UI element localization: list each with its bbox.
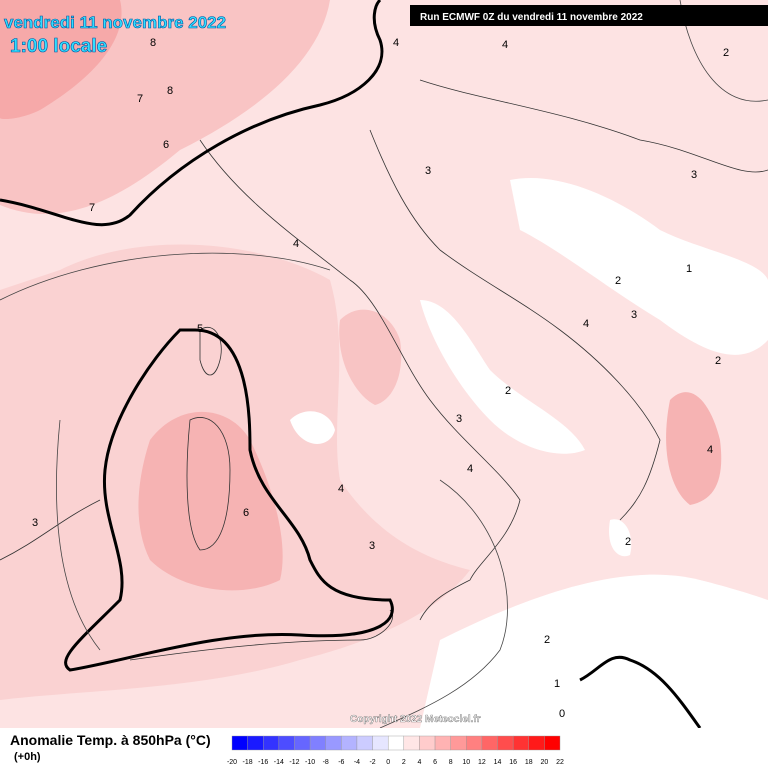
warm-area: [138, 411, 283, 591]
contour-label: 4: [707, 444, 713, 456]
contour-label: 3: [631, 309, 637, 321]
colorbar-tick-label: 6: [433, 759, 437, 766]
cool-area: [510, 178, 768, 355]
contour-label: 7: [137, 93, 143, 105]
contour-label: 0: [559, 708, 565, 720]
colorbar-cell: [434, 735, 451, 751]
map-time: 1:00 locale: [10, 36, 107, 57]
contour-label: 2: [544, 634, 550, 646]
contour-label: 5: [197, 323, 203, 335]
colorbar-cell: [387, 735, 405, 751]
colorbar-cell: [294, 735, 311, 751]
colorbar-tick-label: -16: [258, 759, 268, 766]
colorbar-tick-label: -4: [354, 759, 360, 766]
colorbar-tick-label: -20: [227, 759, 237, 766]
contour-label: 2: [715, 355, 721, 367]
contour-label: 3: [691, 169, 697, 181]
colorbar-tick-label: 0: [386, 759, 390, 766]
colorbar-tick-label: 22: [556, 759, 564, 766]
contour-label: 1: [554, 678, 560, 690]
colorbar-tick-label: -8: [323, 759, 329, 766]
contour-label: 4: [293, 238, 299, 250]
colorbar-cell: [372, 735, 389, 751]
contour-label: 2: [615, 275, 621, 287]
contour-label: 4: [338, 483, 344, 495]
contour-label: 4: [583, 318, 589, 330]
colorbar-cell: [450, 735, 467, 751]
colorbar-cell: [356, 735, 373, 751]
colorbar-cell: [263, 735, 280, 751]
colorbar-cell: [247, 735, 264, 751]
zero-anomaly-contours: [0, 0, 702, 729]
run-label: Run ECMWF 0Z du vendredi 11 novembre 202…: [420, 12, 643, 23]
colorbar-tick-label: 12: [478, 759, 486, 766]
contour-label: 3: [32, 517, 38, 529]
colorbar-tick-label: 20: [540, 759, 548, 766]
contour-label: 1: [686, 263, 692, 275]
contour-label: 4: [467, 463, 473, 475]
colorbar-cell: [481, 735, 498, 751]
colorbar-cell: [497, 735, 514, 751]
colorbar-cell: [528, 735, 545, 751]
colorbar-tick-label: -2: [369, 759, 375, 766]
colorbar-cell: [512, 735, 529, 751]
cool-area: [420, 300, 585, 454]
run-box: [410, 5, 768, 26]
legend-subtitle: (+0h): [14, 751, 41, 763]
colorbar-cell: [278, 735, 295, 751]
contour-label: 8: [167, 85, 173, 97]
cool-area: [420, 574, 768, 728]
warm-area: [666, 392, 722, 505]
colorbar-cell: [419, 735, 436, 751]
colorbar-tick-label: -10: [305, 759, 315, 766]
contour-label: 4: [393, 37, 399, 49]
contour-label: 2: [723, 47, 729, 59]
contour-label: 3: [369, 540, 375, 552]
cool-area: [609, 519, 632, 557]
colorbar-cell: [309, 735, 326, 751]
warm-area: [0, 0, 122, 120]
map-title: vendredi 11 novembre 2022: [4, 13, 226, 32]
colorbar-cell: [231, 735, 248, 751]
colorbar-tick-label: 14: [494, 759, 502, 766]
colorbar-tick-label: 18: [525, 759, 533, 766]
contours: [0, 0, 768, 729]
contour-labels: 8 7 8 6 7 4 4 2 3 3 4 2 1 3 4 2 5 2 3 4 4 4 6 3 3 2 2 1 0: [32, 37, 729, 720]
colorbar-cell: [403, 735, 420, 751]
contour-label: 3: [456, 413, 462, 425]
colorbar-cell: [325, 735, 342, 751]
warm-area: [339, 309, 402, 405]
colorbar-tick-label: 10: [462, 759, 470, 766]
legend-title: Anomalie Temp. à 850hPa (°C): [10, 732, 211, 748]
contour-label: 6: [243, 507, 249, 519]
colorbar-tick-label: -6: [338, 759, 344, 766]
contour-label: 3: [425, 165, 431, 177]
colorbar-tick-label: 2: [402, 759, 406, 766]
contour-label: 2: [625, 536, 631, 548]
colorbar-tick-label: -14: [274, 759, 284, 766]
colorbar-cell: [341, 735, 358, 751]
colorbar-tick-label: -18: [243, 759, 253, 766]
colorbar-tick-label: 16: [509, 759, 517, 766]
contour-label: 7: [89, 202, 95, 214]
colorbar-tick-label: 8: [449, 759, 453, 766]
colorbar-cell: [544, 735, 561, 751]
contour-label: 2: [505, 385, 511, 397]
contour-label: 8: [150, 37, 156, 49]
colorbar-tick-label: 4: [417, 759, 421, 766]
cool-area: [290, 411, 335, 444]
colorbar: -20 -18 -16 -14 -12 -10 -8 -6 -4 -2 0 2 4 6 8 10 12 14 16 1…: [227, 735, 564, 766]
colorbar-cell: [466, 735, 483, 751]
colorbar-tick-label: -12: [289, 759, 299, 766]
copyright: Copyright 2022 Meteociel.fr: [350, 714, 481, 725]
coastlines: [0, 79, 768, 661]
contour-label: 6: [163, 139, 169, 151]
contour-label: 4: [502, 39, 508, 51]
